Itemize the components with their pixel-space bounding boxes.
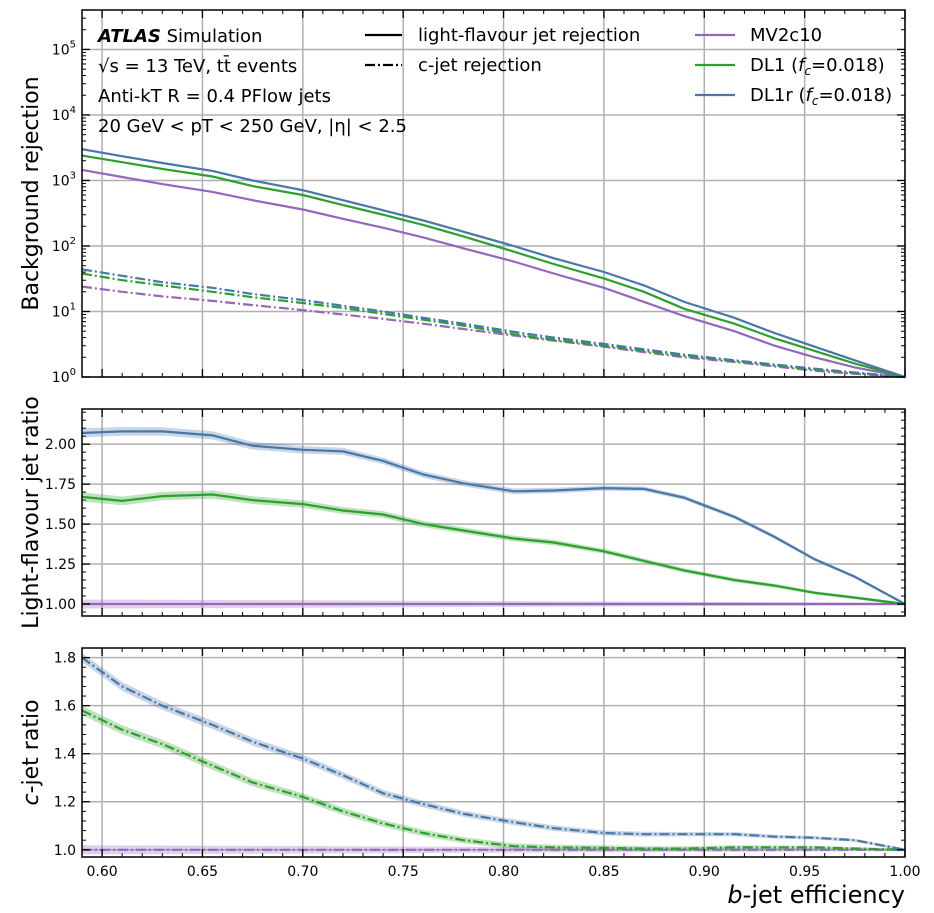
- uncertainty-band: [82, 427, 905, 606]
- y-axis-label: Light-flavour jet ratio: [19, 396, 44, 629]
- series-line: [81, 168, 906, 379]
- series-line: [81, 268, 906, 379]
- plot-frame: [81, 9, 906, 378]
- y-tick-label: 1.75: [45, 477, 76, 493]
- series-line: [81, 493, 906, 606]
- series-line: [81, 148, 906, 379]
- y-tick-label: 1.2: [54, 795, 76, 811]
- x-tick-label: 0.75: [388, 864, 419, 880]
- x-tick-label: 0.95: [789, 864, 820, 880]
- uncertainty-band: [82, 705, 905, 852]
- y-tick-label: 1.6: [54, 699, 76, 715]
- y-tick-label: 1.25: [45, 557, 76, 573]
- legend-style-label: c-jet rejection: [418, 55, 542, 76]
- series-line: [81, 154, 906, 379]
- series-line: [81, 272, 906, 379]
- legend-label: DL1 (fc=0.018): [750, 55, 885, 78]
- y-axis-label: Background rejection: [19, 76, 44, 310]
- atlas-label: ATLAS Simulation: [96, 26, 262, 47]
- annotation-energy: √s = 13 TeV, tt̄ events: [98, 55, 297, 77]
- y-tick-label: 101: [52, 301, 76, 320]
- uncertainty-band: [82, 653, 905, 852]
- y-tick-label: 1.0: [54, 843, 76, 859]
- y-axis-label: c-jet ratio: [19, 699, 44, 805]
- plot-frame: [81, 647, 906, 858]
- y-tick-label: 1.50: [45, 517, 76, 533]
- panel-c_ratio: 1.0 1.2 1.4 1.6 1.8 c-jet ratio: [19, 647, 906, 859]
- annotation-cuts: 20 GeV < pT < 250 GeV, |η| < 2.5: [98, 116, 407, 137]
- series-line: [81, 656, 906, 851]
- annotation-jets: Anti-kT R = 0.4 PFlow jets: [98, 86, 331, 107]
- panel-light_rejection: 100 101 102 103 104 105 Background rejection: [19, 9, 906, 386]
- y-tick-label: 1.00: [45, 597, 76, 613]
- x-tick-label: 0.80: [488, 864, 519, 880]
- series-line: [81, 430, 906, 605]
- series-line: [81, 709, 906, 851]
- y-tick-label: 105: [52, 39, 76, 58]
- y-tick-label: 104: [52, 105, 76, 124]
- x-tick-label: 0.85: [588, 864, 619, 880]
- plot-frame: [81, 408, 906, 617]
- x-tick-label: 0.65: [187, 864, 218, 880]
- uncertainty-band: [82, 845, 905, 855]
- y-tick-label: 1.4: [54, 747, 76, 763]
- y-tick-label: 102: [52, 236, 76, 255]
- x-tick-label: 0.60: [86, 864, 117, 880]
- uncertainty-band: [82, 490, 905, 606]
- y-tick-label: 2.00: [45, 437, 76, 453]
- x-axis-label: b-jet efficiency: [727, 881, 905, 909]
- y-tick-label: 1.8: [54, 651, 76, 667]
- y-tick-label: 103: [52, 170, 76, 189]
- x-tick-label: 0.90: [689, 864, 720, 880]
- legend-label: DL1r (fc=0.018): [750, 85, 892, 108]
- y-tick-label: 100: [52, 367, 76, 386]
- x-tick-label: 0.70: [287, 864, 318, 880]
- legend-label: MV2c10: [750, 25, 822, 46]
- x-tick-label: 1.00: [889, 864, 920, 880]
- legend-style-label: light-flavour jet rejection: [418, 25, 640, 46]
